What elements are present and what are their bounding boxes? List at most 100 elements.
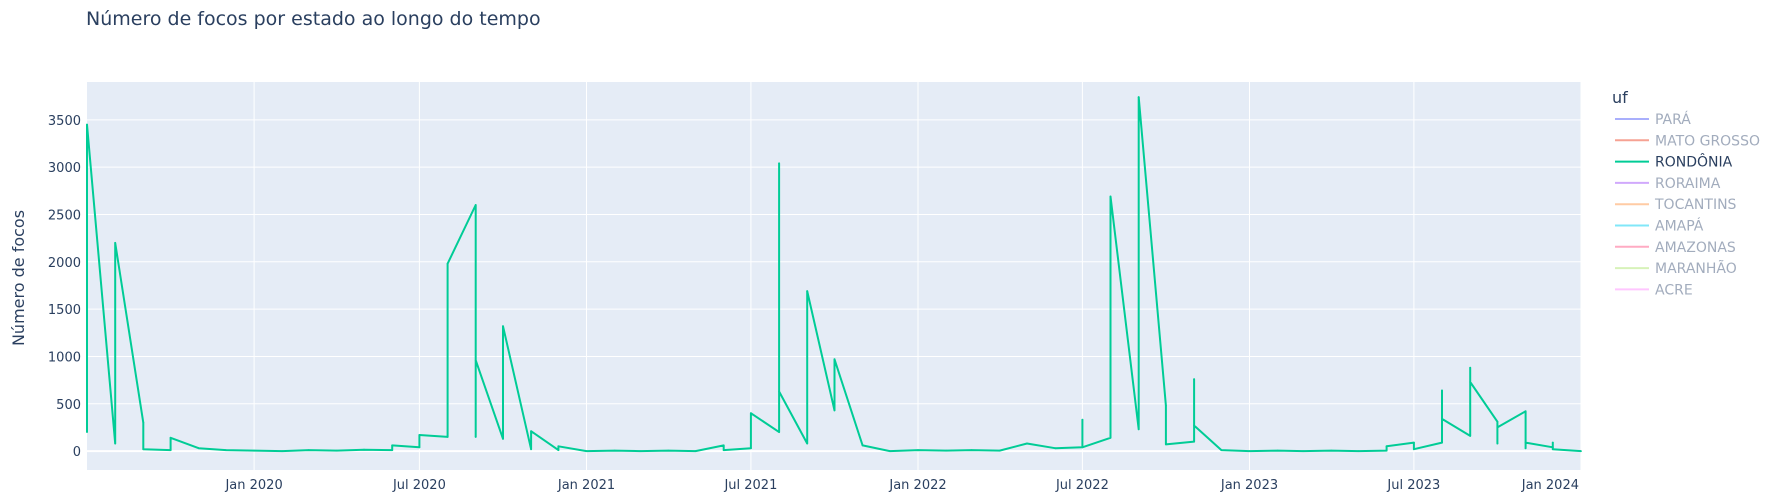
data-point xyxy=(446,436,449,438)
data-point xyxy=(1026,442,1028,445)
y-tick-label: 1000 xyxy=(48,350,81,365)
x-tick-label: Jul 2023 xyxy=(1386,478,1440,493)
y-tick-label: 0 xyxy=(73,445,81,460)
legend-item[interactable]: TOCANTINS xyxy=(1615,197,1737,213)
data-point xyxy=(281,450,284,452)
data-point xyxy=(833,409,836,412)
legend-label: RORAIMA xyxy=(1655,176,1721,192)
data-point xyxy=(1551,441,1554,444)
data-point xyxy=(1081,418,1084,421)
data-point xyxy=(639,450,641,452)
chart-title: Número de focos por estado ao longo do t… xyxy=(86,8,541,30)
data-point xyxy=(86,431,88,433)
data-point xyxy=(1385,445,1388,448)
data-point xyxy=(1469,381,1472,383)
data-point xyxy=(363,448,365,451)
data-point xyxy=(1302,450,1304,452)
y-axis-label: Número de focos xyxy=(9,210,28,346)
data-point xyxy=(585,450,588,452)
data-point xyxy=(86,123,88,126)
data-point xyxy=(1580,450,1582,452)
data-point xyxy=(778,162,780,165)
x-axis-ticks: Jan 2020 Jul 2020 Jan 2021 Jul 2021 Jan 2022… xyxy=(224,478,1579,493)
y-tick-label: 500 xyxy=(56,398,81,413)
legend-title: uf xyxy=(1612,88,1628,107)
legend-label: PARÁ xyxy=(1655,111,1691,128)
data-point xyxy=(446,262,449,265)
data-point xyxy=(1109,195,1112,198)
data-point xyxy=(1524,447,1527,450)
data-point xyxy=(1054,447,1056,450)
legend-label: TOCANTINS xyxy=(1654,197,1737,213)
data-point xyxy=(502,325,504,328)
data-point xyxy=(197,447,200,450)
legend-item[interactable]: RONDÔNIA xyxy=(1615,153,1733,171)
series-lines xyxy=(86,96,1582,453)
x-tick-label: Jan 2024 xyxy=(1521,478,1579,493)
data-point xyxy=(1248,450,1251,452)
data-point xyxy=(474,204,477,206)
legend-label: MATO GROSSO xyxy=(1655,133,1760,149)
data-point xyxy=(1524,410,1527,413)
data-point xyxy=(1524,441,1527,444)
data-point xyxy=(694,450,697,452)
data-point xyxy=(945,449,948,452)
legend-item[interactable]: AMAZONAS xyxy=(1615,240,1736,256)
data-point xyxy=(1357,450,1360,452)
data-point xyxy=(750,447,752,450)
data-point xyxy=(474,359,477,362)
legend-item[interactable]: RORAIMA xyxy=(1615,176,1721,192)
data-point xyxy=(1496,426,1499,429)
data-point xyxy=(391,449,394,451)
data-point xyxy=(169,436,172,439)
x-tick-label: Jul 2020 xyxy=(392,478,446,493)
data-point xyxy=(889,450,891,452)
data-point xyxy=(1193,424,1195,427)
data-point xyxy=(1165,443,1167,446)
data-point xyxy=(142,421,145,424)
data-point xyxy=(1109,436,1112,439)
data-point xyxy=(530,448,532,451)
data-point xyxy=(1469,366,1472,369)
x-tick-label: Jan 2020 xyxy=(224,478,282,493)
data-point xyxy=(114,242,117,244)
legend-item[interactable]: ACRE xyxy=(1615,282,1693,298)
legend-label: RONDÔNIA xyxy=(1655,153,1733,171)
data-point xyxy=(418,434,421,436)
data-point xyxy=(806,442,809,445)
data-point xyxy=(998,449,1001,452)
legend-item[interactable]: MATO GROSSO xyxy=(1615,133,1760,149)
data-point xyxy=(917,449,919,451)
legend[interactable]: uf PARÁ MATO GROSSO RONDÔNIA RORAIMA TOCANTI… xyxy=(1612,88,1760,298)
x-tick-label: Jul 2021 xyxy=(723,478,777,493)
legend-item[interactable]: AMAPÁ xyxy=(1615,218,1704,235)
data-point xyxy=(307,449,310,451)
data-point xyxy=(1551,446,1554,449)
data-point xyxy=(418,446,421,449)
data-point xyxy=(530,430,532,433)
y-tick-label: 3000 xyxy=(48,161,81,176)
legend-item[interactable]: MARANHÃO xyxy=(1615,260,1737,277)
data-point xyxy=(722,444,725,447)
plot-area xyxy=(87,82,1581,470)
data-point xyxy=(1469,435,1472,437)
data-point xyxy=(750,412,752,415)
data-point xyxy=(474,436,477,438)
y-axis-ticks: 0 500 1000 1500 2000 2500 3000 3500 xyxy=(48,114,81,460)
data-point xyxy=(778,431,780,433)
y-tick-label: 2500 xyxy=(48,208,81,223)
data-point xyxy=(1496,420,1499,423)
x-tick-label: Jan 2021 xyxy=(557,478,615,493)
data-point xyxy=(1276,449,1279,452)
data-point xyxy=(1441,389,1443,392)
data-point xyxy=(114,442,117,445)
y-tick-label: 2000 xyxy=(48,256,81,271)
data-point xyxy=(557,449,560,451)
data-point xyxy=(806,290,809,292)
data-point xyxy=(335,449,338,452)
data-point xyxy=(1441,441,1443,444)
legend-item[interactable]: PARÁ xyxy=(1615,111,1691,128)
y-tick-label: 3500 xyxy=(48,114,81,129)
data-point xyxy=(1193,378,1195,381)
data-point xyxy=(169,449,172,451)
